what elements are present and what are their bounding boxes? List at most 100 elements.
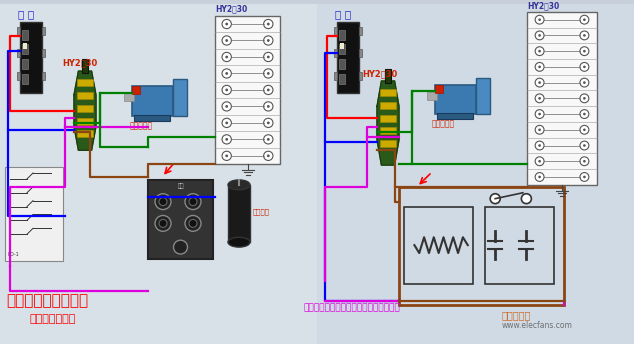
Circle shape — [583, 176, 586, 178]
Circle shape — [222, 135, 231, 144]
Circle shape — [189, 198, 197, 206]
Circle shape — [267, 56, 269, 58]
Bar — [77, 105, 93, 112]
Bar — [124, 93, 134, 101]
Bar — [334, 72, 337, 80]
Bar — [435, 85, 443, 93]
Text: （四接线柱）。: （四接线柱）。 — [30, 314, 76, 324]
Bar — [20, 22, 42, 93]
Circle shape — [535, 31, 544, 40]
Text: KO-1: KO-1 — [7, 252, 19, 257]
Bar — [337, 22, 359, 93]
Ellipse shape — [228, 180, 250, 190]
Circle shape — [267, 39, 269, 42]
Circle shape — [225, 39, 228, 42]
Circle shape — [583, 97, 586, 100]
Circle shape — [538, 176, 541, 178]
Bar — [0, 4, 317, 344]
Circle shape — [490, 194, 500, 204]
Circle shape — [535, 78, 544, 87]
Circle shape — [580, 31, 589, 40]
Bar — [22, 30, 28, 40]
Polygon shape — [377, 81, 399, 165]
Bar — [77, 118, 93, 125]
Circle shape — [267, 23, 269, 25]
Circle shape — [189, 219, 197, 227]
Circle shape — [583, 18, 586, 21]
Text: HY2－30: HY2－30 — [62, 58, 97, 67]
Bar — [380, 89, 396, 96]
Bar — [380, 128, 396, 135]
Circle shape — [264, 151, 273, 160]
Circle shape — [580, 63, 589, 71]
Circle shape — [580, 94, 589, 103]
Circle shape — [538, 66, 541, 68]
Bar — [380, 140, 396, 147]
Bar — [359, 72, 362, 80]
Bar — [134, 115, 170, 121]
Circle shape — [225, 105, 228, 108]
Bar — [42, 50, 45, 57]
Text: www.elecfans.com: www.elecfans.com — [502, 321, 573, 330]
Bar — [385, 69, 391, 83]
Circle shape — [264, 52, 273, 62]
Bar — [82, 59, 88, 73]
Circle shape — [225, 88, 228, 91]
Text: 单相电机顺逆转控制: 单相电机顺逆转控制 — [6, 293, 88, 309]
Bar — [339, 44, 345, 54]
Bar — [339, 59, 345, 69]
Bar — [22, 74, 28, 84]
Bar — [334, 50, 337, 57]
Circle shape — [225, 72, 228, 75]
Circle shape — [583, 113, 586, 115]
Circle shape — [521, 194, 531, 204]
Circle shape — [155, 215, 171, 231]
Circle shape — [222, 118, 231, 128]
Bar — [404, 207, 474, 284]
Bar — [17, 72, 20, 80]
Circle shape — [580, 141, 589, 150]
Bar — [42, 26, 45, 34]
Text: 电机: 电机 — [178, 183, 184, 189]
Bar — [148, 180, 213, 259]
Bar — [17, 50, 20, 57]
Circle shape — [535, 94, 544, 103]
Circle shape — [264, 85, 273, 95]
Bar — [5, 167, 63, 261]
Circle shape — [538, 18, 541, 21]
Circle shape — [185, 215, 201, 231]
Circle shape — [583, 128, 586, 131]
Circle shape — [222, 19, 231, 29]
Circle shape — [222, 85, 231, 95]
Bar — [399, 187, 564, 305]
Circle shape — [225, 138, 228, 141]
Bar — [215, 16, 280, 164]
Circle shape — [538, 50, 541, 53]
Ellipse shape — [228, 237, 250, 247]
Text: 运行电容: 运行电容 — [253, 208, 270, 215]
Bar — [339, 74, 345, 84]
Circle shape — [174, 240, 188, 254]
Bar — [435, 85, 476, 114]
Circle shape — [267, 154, 269, 157]
Circle shape — [267, 138, 269, 141]
Bar — [17, 26, 20, 34]
Circle shape — [185, 194, 201, 209]
Text: 电机接线盒: 电机接线盒 — [130, 121, 153, 130]
Circle shape — [264, 135, 273, 144]
Circle shape — [535, 157, 544, 166]
Circle shape — [264, 118, 273, 128]
Circle shape — [222, 52, 231, 62]
Circle shape — [222, 102, 231, 111]
Circle shape — [535, 141, 544, 150]
Text: HY2－30: HY2－30 — [527, 1, 559, 10]
Bar — [359, 26, 362, 34]
Bar — [339, 30, 345, 40]
Bar — [485, 207, 554, 284]
Circle shape — [267, 121, 269, 124]
Circle shape — [538, 81, 541, 84]
Text: HY2－30: HY2－30 — [215, 5, 247, 14]
Circle shape — [538, 128, 541, 131]
Circle shape — [267, 105, 269, 108]
Circle shape — [583, 81, 586, 84]
